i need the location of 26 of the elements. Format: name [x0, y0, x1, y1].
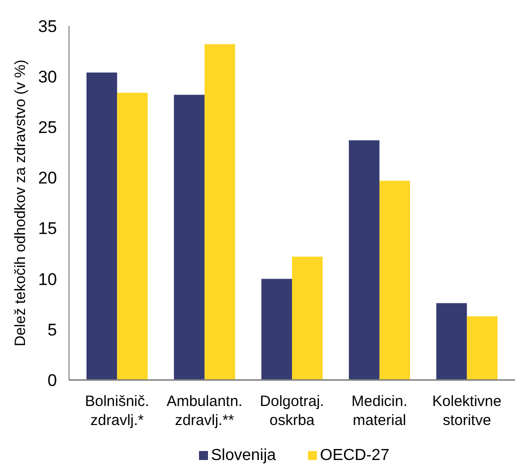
- bar: [348, 140, 380, 380]
- bar: [379, 180, 410, 380]
- y-tick-label: 20: [38, 168, 57, 188]
- bar: [436, 303, 467, 380]
- bar: [204, 44, 236, 380]
- bar: [292, 256, 323, 380]
- bar: [117, 92, 148, 380]
- bar: [466, 316, 498, 380]
- y-tick-label: 35: [38, 16, 57, 36]
- y-tick-label: 10: [38, 270, 57, 289]
- x-tick-label: Kolektivne storitve: [432, 393, 502, 429]
- bar: [261, 278, 292, 380]
- y-axis-title: Delež tekočih odhodkov za zdravstvo (v %): [12, 60, 29, 346]
- y-tick-label: 15: [38, 219, 57, 238]
- legend-label: Slovenija: [211, 447, 276, 464]
- x-tick-label: Bolnišnič. zdravlj.*: [84, 393, 150, 429]
- y-tick-label: 5: [48, 320, 57, 340]
- y-tick-label: 0: [48, 370, 57, 390]
- y-tick-label: 25: [38, 118, 57, 138]
- x-tick-label: Medicin. material: [352, 393, 408, 429]
- bar: [86, 72, 118, 380]
- x-tick-label: Ambulantn. zdravlj.**: [166, 393, 242, 429]
- x-tick-label: Dolgotraj. oskrba: [260, 393, 324, 429]
- legend-label: OECD-27: [320, 447, 390, 464]
- bar: [174, 94, 205, 380]
- y-tick-label: 30: [38, 68, 57, 87]
